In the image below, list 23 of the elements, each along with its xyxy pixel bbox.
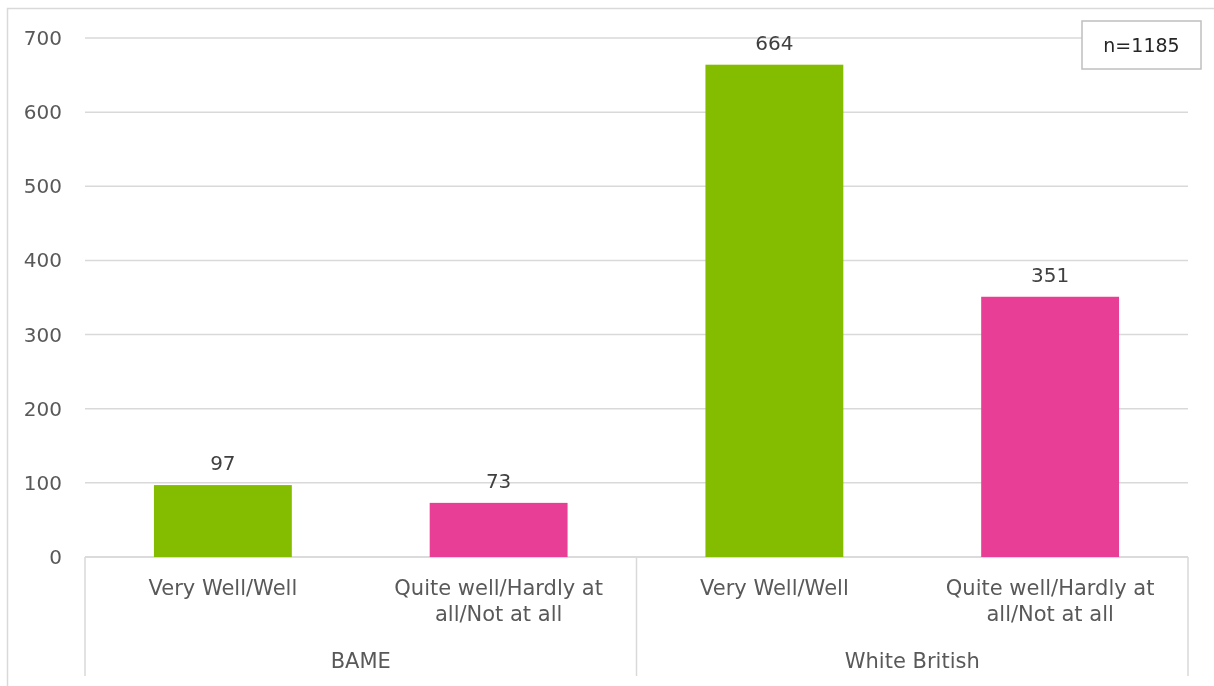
y-tick-label: 100 [23,470,62,495]
y-tick-label: 300 [23,322,62,347]
y-tick-label: 500 [23,174,62,199]
bar [981,296,1120,557]
x-tick-label: Very Well/Well [700,576,849,600]
x-tick-label: Very Well/Well [148,576,298,600]
text: BAME [330,649,391,673]
annotation: n=1185 [1103,34,1180,56]
bar [705,64,844,557]
data-label: 351 [1031,262,1070,287]
bar [429,502,568,557]
x-tick-label: Quite well/Hardly at all/Not at all [945,576,1155,626]
y-tick-label: 700 [23,26,62,50]
y-tick-label: 0 [49,545,62,569]
data-label: 664 [755,30,794,55]
y-tick-label: 200 [23,396,62,421]
data-label: 73 [485,468,512,493]
x-tick-label: Quite well/Hardly at all/Not at all [394,576,603,626]
bar [153,485,292,557]
y-tick-label: 400 [23,248,62,273]
text: White British [844,649,980,673]
data-label: 97 [210,451,236,476]
y-tick-label: 600 [23,100,62,125]
